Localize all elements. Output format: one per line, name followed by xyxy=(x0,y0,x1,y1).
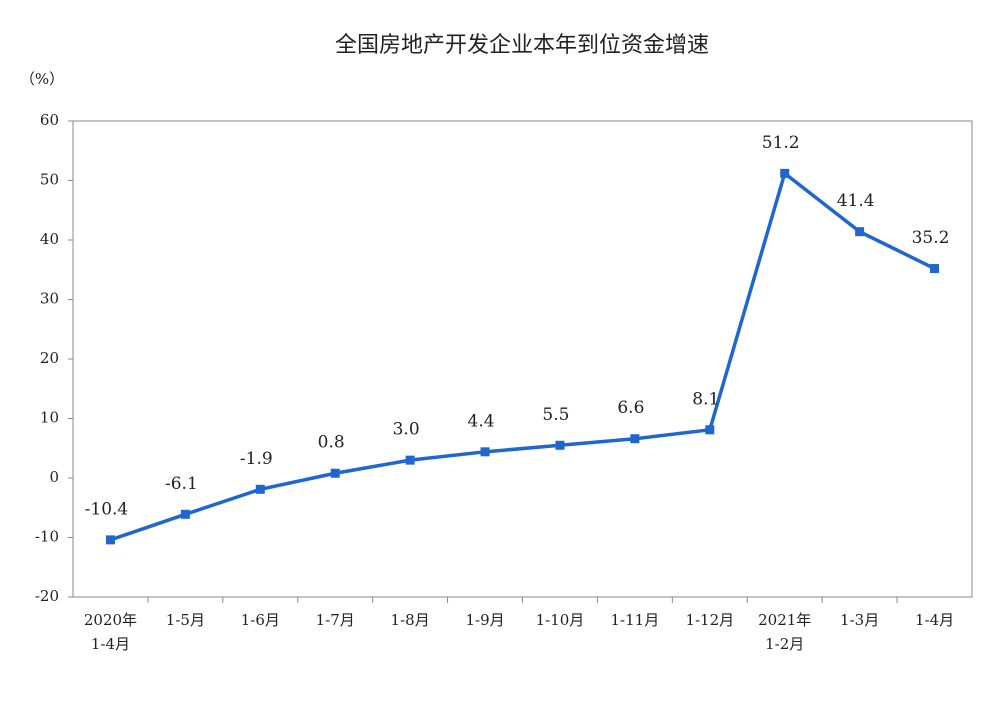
x-tick-label: 1-8月 xyxy=(391,611,430,629)
data-point xyxy=(930,264,940,274)
y-tick-label: 0 xyxy=(49,468,59,486)
data-label: -6.1 xyxy=(165,474,198,494)
data-point xyxy=(705,425,715,435)
x-tick-label: 1-4月 xyxy=(915,611,954,629)
x-tick-label: 2020年 1-4月 xyxy=(84,611,137,653)
x-tick-label: 1-10月 xyxy=(536,611,585,629)
data-point xyxy=(255,484,265,494)
data-point xyxy=(180,509,190,519)
y-tick-label: 40 xyxy=(40,230,59,248)
y-tick-label: 30 xyxy=(40,290,59,308)
data-label: 41.4 xyxy=(837,191,875,211)
data-label: 3.0 xyxy=(393,420,420,440)
data-label: 51.2 xyxy=(762,133,800,153)
data-point xyxy=(555,440,565,450)
data-point xyxy=(630,434,640,444)
y-tick-label: 20 xyxy=(40,349,59,367)
data-label: 4.4 xyxy=(468,411,495,431)
data-label: 0.8 xyxy=(318,433,345,453)
y-axis-label: （%） xyxy=(20,70,64,88)
x-tick-label: 2021年 1-2月 xyxy=(758,611,811,653)
data-point xyxy=(855,227,865,237)
y-tick-label: 50 xyxy=(40,171,59,189)
data-label: 6.6 xyxy=(617,398,644,418)
x-tick-label: 1-3月 xyxy=(840,611,879,629)
x-tick-label: 1-7月 xyxy=(316,611,355,629)
data-label: 5.5 xyxy=(542,405,569,425)
chart-title: 全国房地产开发企业本年到位资金增速 xyxy=(335,33,709,58)
x-tick-label: 1-6月 xyxy=(241,611,280,629)
data-point xyxy=(480,447,490,457)
x-tick-label: 1-9月 xyxy=(465,611,504,629)
data-line xyxy=(109,171,936,542)
data-label: -10.4 xyxy=(85,499,129,519)
x-tick-label: 1-11月 xyxy=(611,611,660,629)
y-tick-label: -10 xyxy=(35,528,59,546)
data-point xyxy=(105,535,115,545)
y-tick-label: 10 xyxy=(40,409,59,427)
data-point xyxy=(780,168,790,178)
data-label: 35.2 xyxy=(912,228,950,248)
y-tick-label: 60 xyxy=(40,111,59,129)
data-label: 8.1 xyxy=(692,389,719,409)
data-point xyxy=(330,468,340,478)
data-label: -1.9 xyxy=(240,449,273,469)
y-tick-label: -20 xyxy=(35,587,59,605)
data-point xyxy=(405,455,415,465)
x-tick-label: 1-12月 xyxy=(685,611,734,629)
x-tick-label: 1-5月 xyxy=(166,611,205,629)
